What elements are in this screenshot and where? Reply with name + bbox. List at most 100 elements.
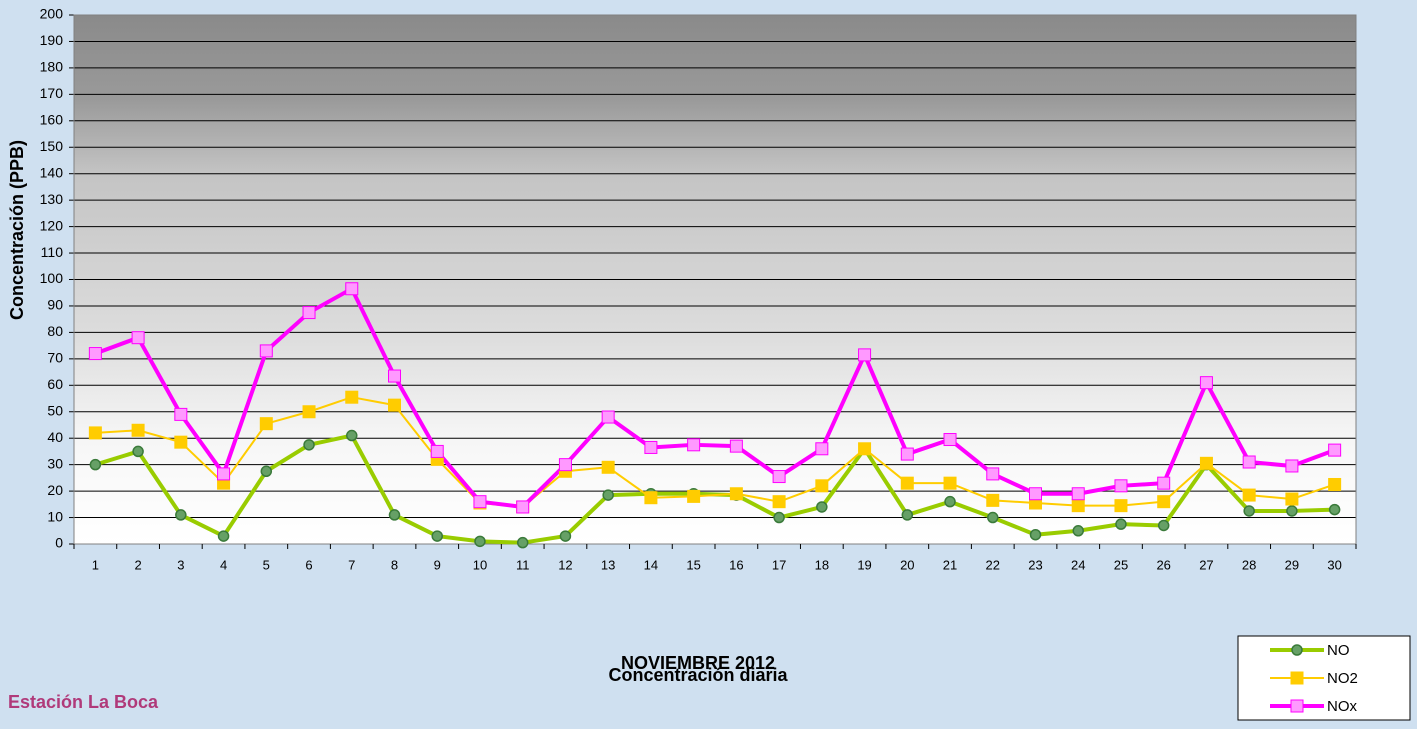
point — [901, 477, 913, 489]
point — [432, 531, 442, 541]
point — [390, 510, 400, 520]
x-tick-label: 7 — [348, 557, 355, 572]
point — [261, 466, 271, 476]
y-tick-label: 200 — [40, 6, 64, 22]
point — [1158, 496, 1170, 508]
x-tick-label: 12 — [558, 557, 572, 572]
x-tick-label: 2 — [134, 557, 141, 572]
point — [859, 349, 871, 361]
x-tick-label: 17 — [772, 557, 786, 572]
point — [303, 307, 315, 319]
x-tick-label: 19 — [857, 557, 871, 572]
point — [1287, 506, 1297, 516]
x-tick-label: 1 — [92, 557, 99, 572]
x-tick-label: 8 — [391, 557, 398, 572]
point — [773, 471, 785, 483]
x-tick-label: 11 — [516, 557, 530, 572]
x-tick-label: 22 — [986, 557, 1000, 572]
y-tick-label: 30 — [47, 455, 63, 471]
x-tick-label: 29 — [1285, 557, 1299, 572]
x-tick-label: 24 — [1071, 557, 1085, 572]
x-tick-label: 9 — [434, 557, 441, 572]
point — [816, 443, 828, 455]
point — [517, 501, 529, 513]
x-tick-label: 15 — [686, 557, 700, 572]
x-tick-label: 5 — [263, 557, 270, 572]
point — [260, 418, 272, 430]
point — [90, 460, 100, 470]
point — [303, 406, 315, 418]
point — [260, 345, 272, 357]
legend-marker — [1292, 645, 1302, 655]
x-tick-label: 28 — [1242, 557, 1256, 572]
point — [176, 510, 186, 520]
point — [559, 459, 571, 471]
point — [346, 391, 358, 403]
y-tick-label: 40 — [47, 429, 63, 445]
x-tick-label: 27 — [1199, 557, 1213, 572]
y-tick-label: 160 — [40, 112, 64, 128]
y-tick-label: 10 — [47, 508, 63, 524]
point — [1115, 480, 1127, 492]
point — [730, 440, 742, 452]
point — [944, 434, 956, 446]
legend-marker — [1291, 700, 1303, 712]
y-tick-label: 20 — [47, 482, 63, 498]
point — [1200, 457, 1212, 469]
point — [1030, 488, 1042, 500]
x-tick-label: 6 — [305, 557, 312, 572]
point — [1073, 526, 1083, 536]
point — [175, 436, 187, 448]
point — [132, 332, 144, 344]
point — [988, 513, 998, 523]
point — [688, 439, 700, 451]
x-tick-label: 23 — [1028, 557, 1042, 572]
point — [602, 461, 614, 473]
chart-subtitle: Concentración diaria — [608, 665, 788, 685]
y-tick-label: 50 — [47, 402, 63, 418]
point — [1116, 519, 1126, 529]
point — [773, 496, 785, 508]
point — [945, 497, 955, 507]
point — [431, 445, 443, 457]
point — [1072, 488, 1084, 500]
x-tick-label: 20 — [900, 557, 914, 572]
x-tick-label: 21 — [943, 557, 957, 572]
point — [816, 480, 828, 492]
point — [389, 399, 401, 411]
point — [1115, 500, 1127, 512]
point — [944, 477, 956, 489]
point — [1158, 477, 1170, 489]
x-tick-label: 26 — [1156, 557, 1170, 572]
point — [774, 513, 784, 523]
point — [987, 468, 999, 480]
x-tick-label: 3 — [177, 557, 184, 572]
point — [987, 494, 999, 506]
y-tick-label: 170 — [40, 85, 64, 101]
point — [475, 536, 485, 546]
point — [1200, 377, 1212, 389]
point — [560, 531, 570, 541]
point — [1159, 520, 1169, 530]
y-tick-label: 0 — [55, 535, 63, 551]
chart: Concentración (PPB) NOVIEMBRE 2012 Conce… — [0, 0, 1417, 729]
x-tick-label: 30 — [1327, 557, 1341, 572]
point — [902, 510, 912, 520]
point — [645, 492, 657, 504]
y-tick-label: 120 — [40, 217, 64, 233]
x-tick-label: 16 — [729, 557, 743, 572]
point — [1243, 489, 1255, 501]
point — [602, 411, 614, 423]
point — [1286, 493, 1298, 505]
y-tick-label: 100 — [40, 270, 64, 286]
point — [132, 424, 144, 436]
y-tick-label: 130 — [40, 191, 64, 207]
y-tick-label: 60 — [47, 376, 63, 392]
point — [1329, 478, 1341, 490]
x-tick-label: 25 — [1114, 557, 1128, 572]
point — [1072, 500, 1084, 512]
point — [688, 490, 700, 502]
point — [89, 427, 101, 439]
point — [304, 440, 314, 450]
point — [645, 441, 657, 453]
